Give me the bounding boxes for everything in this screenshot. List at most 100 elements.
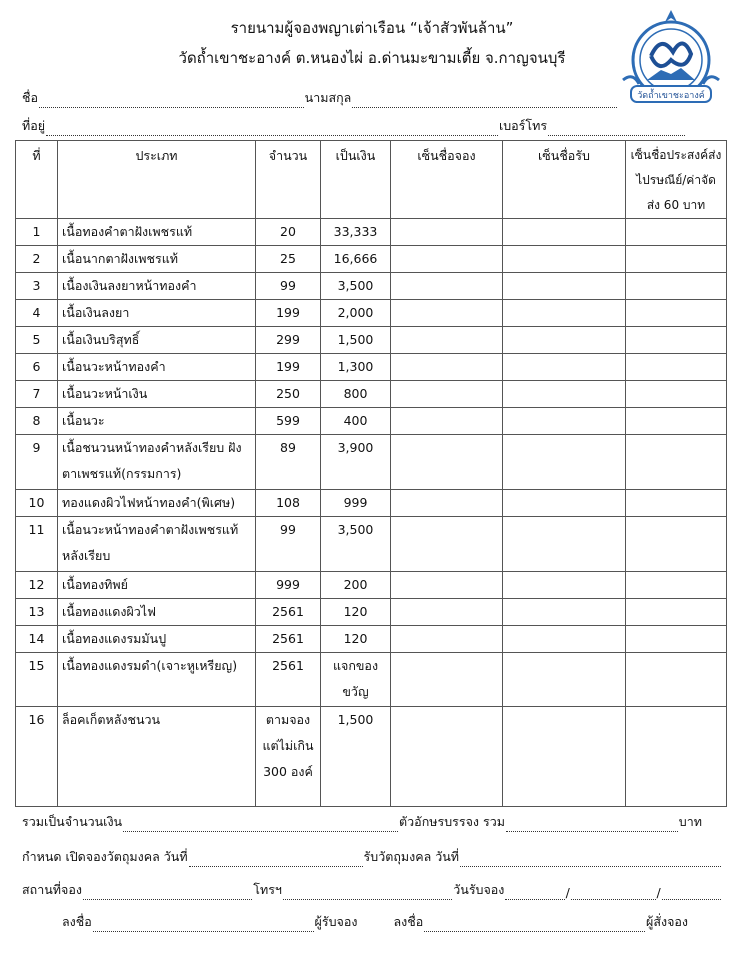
row-qty: 2561: [255, 598, 321, 626]
row-number: 11: [15, 516, 58, 572]
row-qty: 2561: [255, 625, 321, 653]
surname-field[interactable]: [352, 95, 618, 108]
sign-post-cell[interactable]: [625, 326, 727, 354]
sign-receive-cell[interactable]: [502, 407, 626, 435]
sign-book-cell[interactable]: [390, 272, 503, 300]
sign-book-cell[interactable]: [390, 489, 503, 517]
sign-book-cell[interactable]: [390, 598, 503, 626]
sign-post-cell[interactable]: [625, 652, 727, 707]
year-field[interactable]: [661, 887, 721, 900]
table-row: 1 เนื้อทองคำตาฝังเพชรแท้ 20 33,333: [15, 218, 727, 246]
sign-receive-cell[interactable]: [502, 706, 626, 807]
sign-receive-cell[interactable]: [502, 489, 626, 517]
sign-post-cell[interactable]: [625, 272, 727, 300]
sign-book-cell[interactable]: [390, 516, 503, 572]
receive-date-field[interactable]: [460, 854, 721, 867]
sign-receive-cell[interactable]: [502, 652, 626, 707]
row-number: 9: [15, 434, 58, 490]
sign-post-cell[interactable]: [625, 245, 727, 273]
row-qty: 199: [255, 299, 321, 327]
sign-book-cell[interactable]: [390, 245, 503, 273]
place-field[interactable]: [82, 887, 253, 900]
sign-post-cell[interactable]: [625, 571, 727, 599]
row-qty: 999: [255, 571, 321, 599]
sign-receive-cell[interactable]: [502, 218, 626, 246]
table-row: 12 เนื้อทองทิพย์ 999 200: [15, 571, 727, 599]
sign-receive-cell[interactable]: [502, 299, 626, 327]
total-text-field[interactable]: [505, 819, 678, 832]
sign-post-cell[interactable]: [625, 353, 727, 381]
sign-book-cell[interactable]: [390, 326, 503, 354]
sign-book-cell[interactable]: [390, 299, 503, 327]
row-number: 14: [15, 625, 58, 653]
address-line[interactable]: ที่อยู่ เบอร์โทร: [22, 116, 686, 136]
header-type: ประเภท: [57, 140, 256, 219]
dates-line[interactable]: กำหนด เปิดจองวัตถุมงคล วันที่ รับวัตถุมง…: [22, 847, 722, 867]
sign-receive-cell[interactable]: [502, 598, 626, 626]
baht-label: บาท: [678, 814, 702, 829]
row-price: 400: [320, 407, 391, 435]
day-field[interactable]: [505, 887, 565, 900]
sign-receive-cell[interactable]: [502, 353, 626, 381]
sign-book-cell[interactable]: [390, 652, 503, 707]
row-qty: 199: [255, 353, 321, 381]
signature-line[interactable]: ลงชื่อ ผู้รับจอง ลงชื่อ ผู้สั่งจอง: [62, 912, 688, 932]
sign-receive-cell[interactable]: [502, 380, 626, 408]
sign-post-cell[interactable]: [625, 407, 727, 435]
receiver-sign-field[interactable]: [92, 919, 314, 932]
sign-receive-cell[interactable]: [502, 516, 626, 572]
sign-book-cell[interactable]: [390, 353, 503, 381]
sign-receive-cell[interactable]: [502, 625, 626, 653]
row-price: 3,500: [320, 516, 391, 572]
row-price: 1,500: [320, 706, 391, 807]
open-date-field[interactable]: [188, 854, 363, 867]
sign-post-cell[interactable]: [625, 598, 727, 626]
sign-book-cell[interactable]: [390, 434, 503, 490]
phone-field[interactable]: [548, 123, 685, 136]
row-type: เนื้อนวะหน้าทองคำตาฝังเพชรแท้ หลังเรียบ: [57, 516, 256, 572]
row-type: เนื้อชนวนหน้าทองคำหลังเรียบ ฝังตาเพชรแท้…: [57, 434, 256, 490]
table-row: 11 เนื้อนวะหน้าทองคำตาฝังเพชรแท้ หลังเรีย…: [15, 516, 727, 572]
sign-post-cell[interactable]: [625, 489, 727, 517]
name-line[interactable]: ชื่อ นามสกุล: [22, 88, 618, 108]
book-date-label: วันรับจอง: [453, 882, 505, 897]
sign-post-cell[interactable]: [625, 434, 727, 490]
sign-receive-cell[interactable]: [502, 272, 626, 300]
receive-date-label: รับวัตถุมงคล วันที่: [363, 849, 460, 864]
sign-book-cell[interactable]: [390, 706, 503, 807]
booking-table: ที่ ประเภท จำนวน เป็นเงิน เซ็นชื่อจอง เซ…: [15, 140, 727, 807]
header-qty: จำนวน: [255, 140, 321, 219]
row-type: เนื้อทองแดงรมดำ(เจาะหูเหรียญ): [57, 652, 256, 707]
sign-post-cell[interactable]: [625, 380, 727, 408]
sign-book-cell[interactable]: [390, 218, 503, 246]
sign-book-cell[interactable]: [390, 407, 503, 435]
sign-post-cell[interactable]: [625, 516, 727, 572]
sign-receive-cell[interactable]: [502, 245, 626, 273]
sign-book-cell[interactable]: [390, 571, 503, 599]
table-row: 8 เนื้อนวะ 599 400: [15, 407, 727, 435]
table-row: 2 เนื้อนากตาฝังเพชรแท้ 25 16,666: [15, 245, 727, 273]
orderer-sign-field[interactable]: [424, 919, 646, 932]
sign-post-cell[interactable]: [625, 299, 727, 327]
tel-field[interactable]: [282, 887, 453, 900]
sign-receive-cell[interactable]: [502, 434, 626, 490]
name-field[interactable]: [39, 95, 304, 108]
sign-post-cell[interactable]: [625, 218, 727, 246]
sign-receive-cell[interactable]: [502, 326, 626, 354]
sign-label: ลงชื่อ: [393, 914, 424, 929]
row-price: 120: [320, 598, 391, 626]
sign-book-cell[interactable]: [390, 625, 503, 653]
month-field[interactable]: [570, 887, 656, 900]
table-row: 10 ทองแดงผิวไฟหน้าทองคำ(พิเศษ) 108 999: [15, 489, 727, 517]
row-number: 5: [15, 326, 58, 354]
sign-post-cell[interactable]: [625, 625, 727, 653]
total-line[interactable]: รวมเป็นจำนวนเงิน ตัวอักษรบรรจง รวม บาท: [22, 812, 702, 832]
total-field[interactable]: [123, 819, 399, 832]
address-field[interactable]: [46, 123, 498, 136]
place-line[interactable]: สถานที่จอง โทรฯ วันรับจอง / /: [22, 880, 722, 900]
row-type: เนื้อนวะ: [57, 407, 256, 435]
sign-post-cell[interactable]: [625, 706, 727, 807]
row-type: เนื้อทองคำตาฝังเพชรแท้: [57, 218, 256, 246]
sign-book-cell[interactable]: [390, 380, 503, 408]
sign-receive-cell[interactable]: [502, 571, 626, 599]
